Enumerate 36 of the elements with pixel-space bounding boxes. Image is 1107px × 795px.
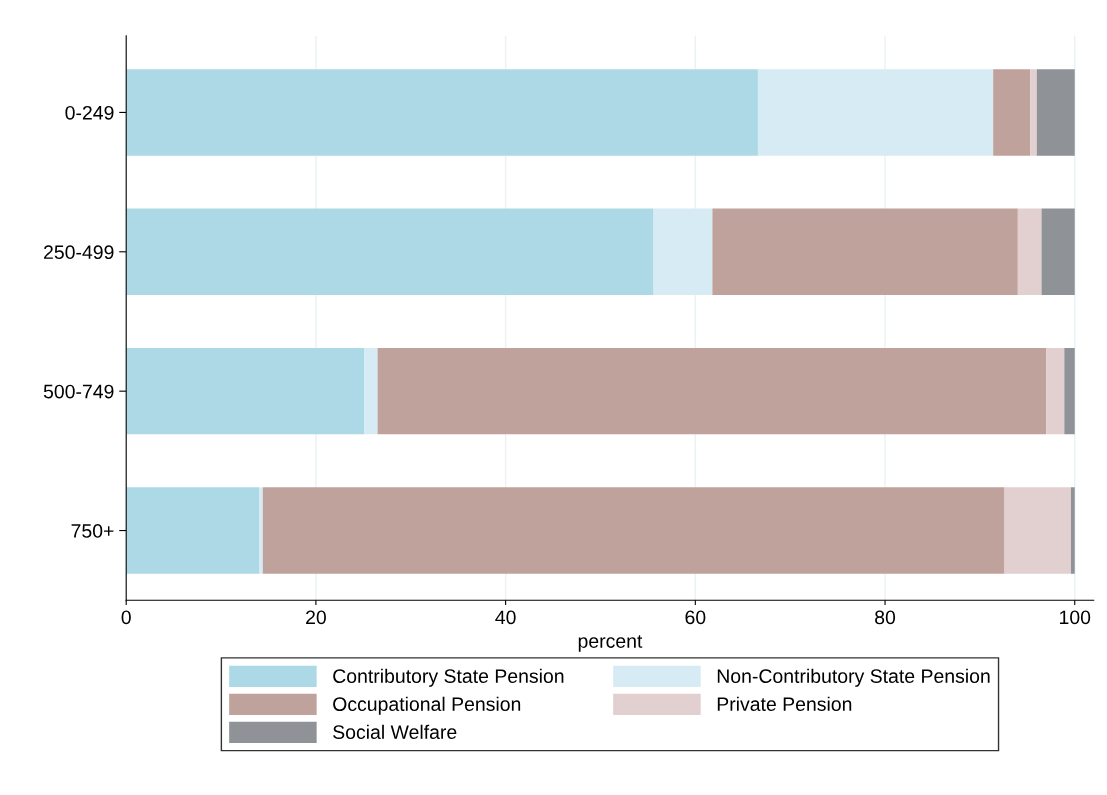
bar: [757, 69, 994, 156]
legend-label: Non-Contributory State Pension: [717, 668, 990, 687]
bar: [653, 208, 713, 295]
x-tick-label: 40: [495, 610, 516, 625]
x-tick-label: 60: [685, 610, 706, 625]
y-tick-label: 250-499: [44, 245, 114, 260]
bar: [1017, 208, 1042, 295]
bar: [1030, 69, 1037, 156]
bar: [377, 347, 1047, 435]
bar: [126, 69, 758, 156]
bar: [262, 487, 1005, 574]
x-tick-label: 80: [875, 610, 896, 625]
x-tick-label: 20: [306, 610, 326, 625]
bar: [1070, 487, 1075, 574]
bar: [712, 208, 1018, 295]
bar: [1046, 347, 1065, 435]
bar: [126, 347, 365, 435]
legend-label: Social Welfare: [333, 724, 457, 740]
bar: [1041, 208, 1075, 295]
y-tick-label: 0-249: [65, 105, 114, 120]
bar: [1004, 487, 1071, 574]
bar: [1036, 69, 1075, 156]
legend-label: Contributory State Pension: [333, 668, 564, 687]
bar: [1064, 347, 1075, 435]
bar: [126, 208, 654, 295]
legend-label: Private Pension: [717, 696, 852, 712]
y-tick-label: 500-749: [43, 384, 114, 399]
bar: [258, 487, 263, 574]
legend-label: Occupational Pension: [333, 696, 521, 715]
x-tick-label: 100: [1060, 610, 1091, 625]
bar: [126, 487, 259, 574]
y-tick-label: 750+: [71, 524, 114, 538]
x-tick-label: 0: [121, 610, 131, 625]
bar: [993, 69, 1031, 156]
x-axis-title: percent: [578, 635, 643, 652]
bar: [364, 347, 378, 435]
